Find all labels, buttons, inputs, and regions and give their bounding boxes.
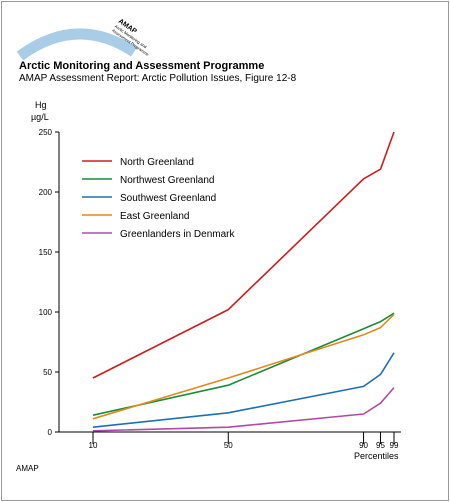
x-tick-label: 10 [89, 441, 98, 450]
x-tick-label: 90 [359, 441, 368, 450]
series-line-1 [92, 131, 395, 379]
series-line-5 [92, 387, 395, 432]
y-tick-label: 0 [48, 428, 53, 437]
legend-label: Northwest Greenland [120, 175, 215, 186]
y-axis-label-line1: Hg [35, 100, 47, 110]
y-tick-label: 250 [39, 128, 53, 137]
series-line-3 [92, 352, 395, 428]
x-tick-label: 95 [376, 441, 385, 450]
series-lines [92, 131, 395, 432]
legend-label: Southwest Greenland [120, 193, 216, 204]
figure-subtitle: AMAP Assessment Report: Arctic Pollution… [19, 73, 297, 84]
legend-label: East Greenland [120, 211, 190, 222]
line-chart: Hg µg/L 0 50 100 150 200 250 10 50 90 95 99 North… [31, 100, 401, 461]
legend: North Greenland Northwest Greenland Southw… [82, 157, 235, 240]
x-tick-label: 50 [224, 441, 233, 450]
y-axis-label-line2: µg/L [31, 112, 49, 122]
series-line-2 [92, 312, 395, 416]
y-tick-label: 50 [43, 368, 52, 377]
legend-label: North Greenland [120, 157, 194, 168]
source-label: AMAP [16, 464, 39, 473]
y-tick-label: 100 [39, 308, 53, 317]
x-tick-label: 99 [390, 441, 399, 450]
figure-title: Arctic Monitoring and Assessment Program… [19, 60, 265, 72]
series-line-4 [92, 313, 395, 420]
x-axis: 10 50 90 95 99 [59, 431, 401, 450]
amap-logo: AMAP Arctic Monitoring and Assessment Pr… [16, 18, 150, 60]
y-tick-label: 150 [39, 248, 53, 257]
y-tick-label: 200 [39, 188, 53, 197]
logo-arc [16, 28, 138, 60]
y-axis: 0 50 100 150 200 250 [39, 128, 60, 437]
legend-label: Greenlanders in Denmark [120, 229, 235, 240]
x-axis-label: Percentiles [354, 451, 399, 461]
